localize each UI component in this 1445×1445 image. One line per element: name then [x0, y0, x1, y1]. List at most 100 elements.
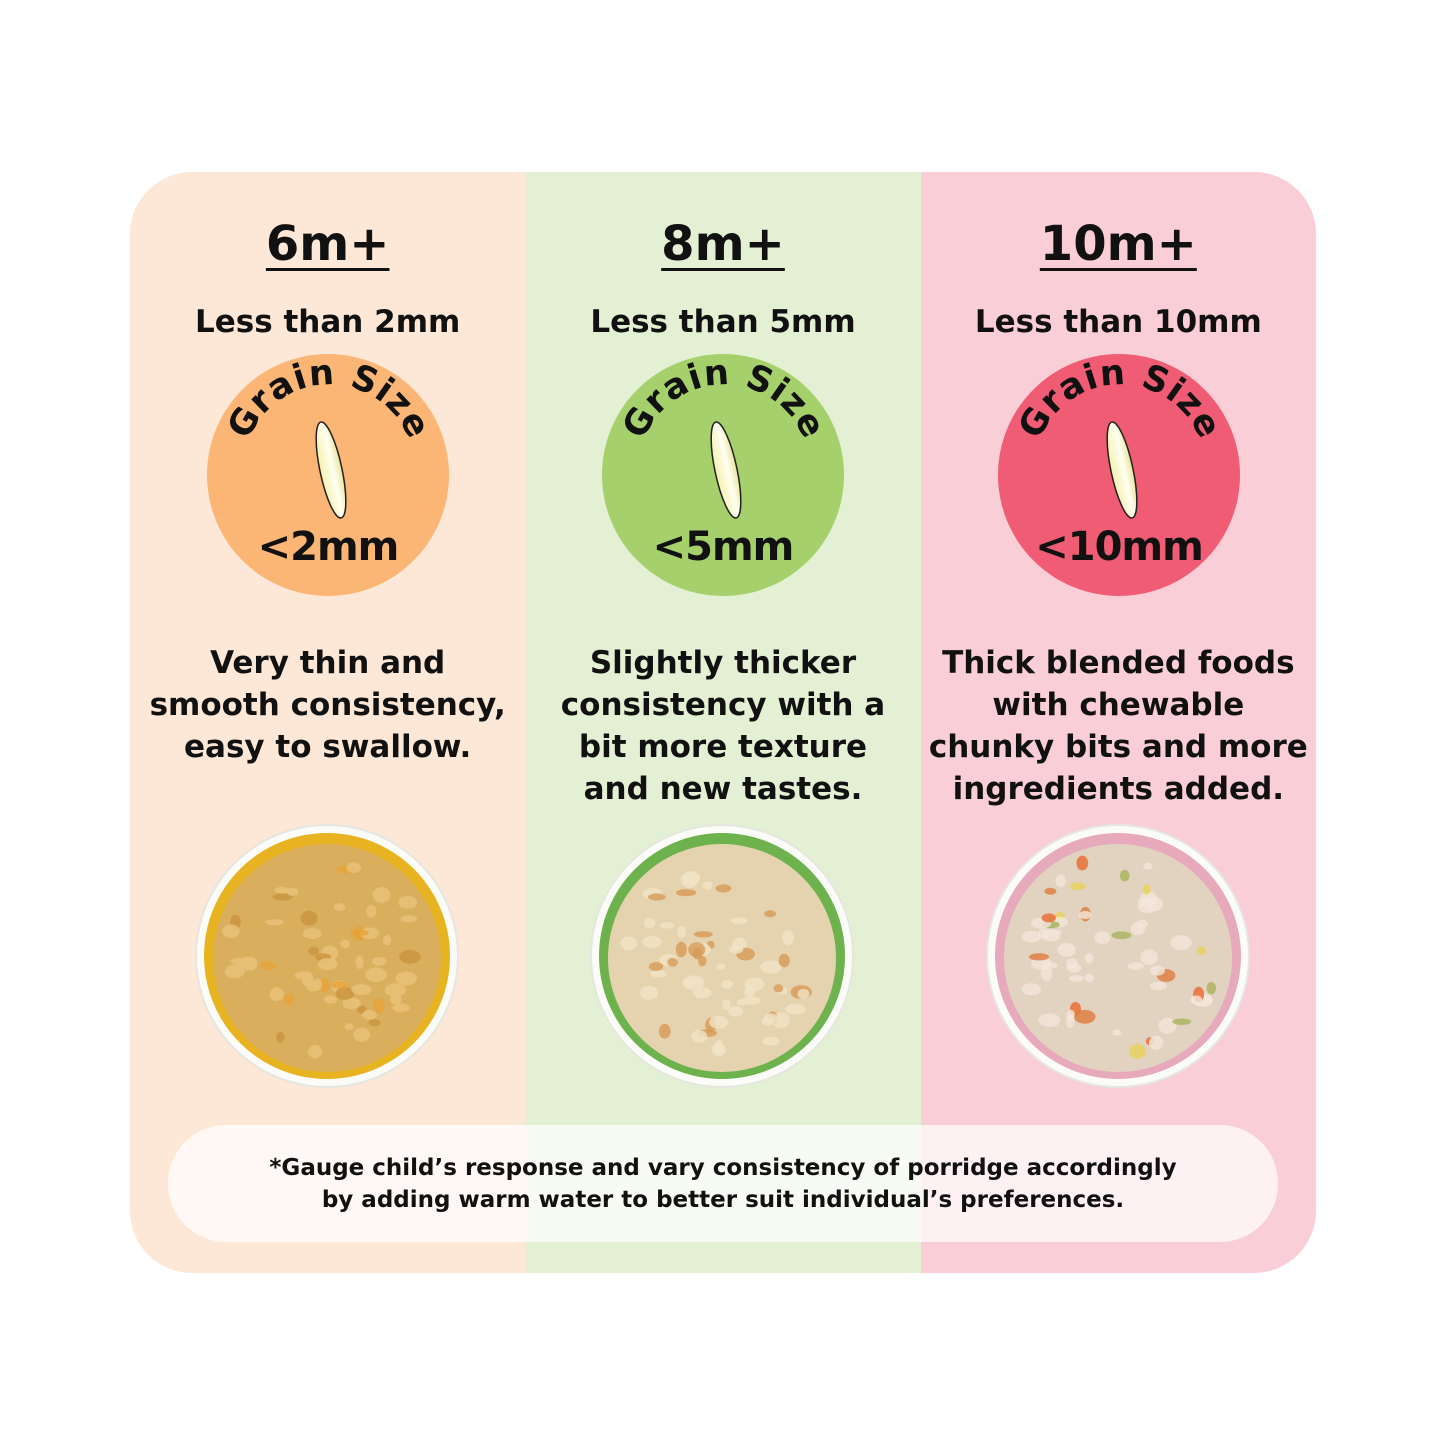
- badge-size-label: <2mm: [258, 524, 399, 570]
- food-texture-bit: [694, 931, 714, 938]
- stage-column-10m-plus: 10m+ Less than 10mm Grain Size <10mm Thi…: [920, 172, 1316, 1273]
- stage-description: Slightly thicker consistency with a bit mo…: [525, 642, 920, 810]
- food-texture-bit: [1148, 1035, 1164, 1050]
- food-texture-bit: [371, 957, 387, 966]
- food-texture-bit: [729, 944, 744, 954]
- food-texture-bit: [392, 1003, 410, 1012]
- description-line: with chewable: [992, 687, 1245, 723]
- food-texture-bit: [1196, 946, 1207, 955]
- food-texture-bit: [1137, 897, 1156, 907]
- grain-size-badge: Grain Size <5mm: [602, 354, 845, 596]
- food-texture-bit: [330, 981, 349, 989]
- food-texture-bit: [1041, 913, 1056, 923]
- food-texture-bit: [1142, 862, 1153, 870]
- food-texture-bit: [703, 881, 713, 890]
- food-texture-bit: [383, 934, 392, 946]
- food-texture-bit: [399, 949, 421, 964]
- food-texture-bit: [785, 1003, 807, 1015]
- food-texture-bit: [728, 1006, 744, 1017]
- food-texture-bit: [1068, 975, 1084, 982]
- food-texture-bit: [1158, 1017, 1177, 1034]
- food-texture-bit: [744, 984, 756, 998]
- food-texture-bit: [1127, 962, 1144, 970]
- footer-line: by adding warm water to better suit indi…: [321, 1186, 1125, 1213]
- food-texture-bit: [1206, 982, 1216, 995]
- food-texture-bit: [779, 953, 791, 968]
- stage-subtitle: Less than 5mm: [590, 304, 856, 340]
- food-texture-bit: [698, 955, 707, 967]
- pink-bowl-chunky-porridge: [985, 824, 1250, 1088]
- food-texture-bit: [715, 884, 732, 893]
- food-texture-bit: [760, 960, 783, 974]
- food-texture-bit: [762, 1036, 780, 1046]
- food-texture-bit: [224, 964, 245, 979]
- description-line: easy to swallow.: [184, 729, 472, 765]
- badge-size-label: <10mm: [1035, 524, 1203, 570]
- age-stage-card: 6m+ Less than 2mm Grain Size <2mm Very t…: [130, 172, 1316, 1273]
- food-texture-bit: [1149, 981, 1167, 991]
- food-texture-bit: [642, 936, 663, 949]
- food-texture-bit: [1130, 922, 1145, 936]
- food-texture-bit: [1069, 882, 1086, 891]
- food-texture-bit: [274, 886, 290, 894]
- food-texture-bit: [774, 984, 784, 993]
- food-texture-bit: [323, 995, 338, 1004]
- food-texture-bit: [284, 993, 294, 1006]
- food-texture-bit: [355, 955, 364, 969]
- food-texture-bit: [1169, 935, 1192, 950]
- rice-grain-icon: [1106, 421, 1138, 519]
- food-texture-bit: [300, 910, 318, 926]
- food-texture-bit: [1111, 1029, 1121, 1036]
- food-texture-bit: [659, 922, 675, 929]
- food-texture-bit: [764, 910, 777, 918]
- food-texture-bit: [346, 862, 362, 873]
- food-texture-bit: [365, 967, 387, 982]
- food-texture-bit: [722, 999, 731, 1010]
- food-texture-bit: [342, 997, 362, 1010]
- description-line: consistency with a: [560, 687, 886, 723]
- stage-column-8m-plus: 8m+ Less than 5mm Grain Size <5mm Slight…: [525, 172, 921, 1273]
- footer-note: *Gauge child’s response and vary consist…: [168, 1125, 1278, 1242]
- food-texture-bit: [649, 962, 664, 971]
- food-texture-bit: [306, 980, 319, 992]
- food-texture-bit: [261, 961, 276, 971]
- rice-grain-icon: [710, 421, 742, 519]
- food-texture-bit: [1065, 958, 1078, 969]
- food-texture-bit: [644, 917, 656, 929]
- green-bowl-porridge: [590, 824, 855, 1088]
- grain-size-badge: Grain Size <2mm: [207, 354, 449, 596]
- food-texture-bit: [1073, 1009, 1096, 1024]
- food-texture-bit: [1038, 1013, 1060, 1027]
- stage-title: 10m+: [1039, 216, 1197, 272]
- rice-grain-icon: [315, 421, 347, 519]
- food-texture-bit: [1171, 1018, 1191, 1025]
- food-texture-bit: [648, 893, 666, 901]
- food-texture-bit: [677, 925, 687, 938]
- food-texture-bit: [1037, 928, 1050, 939]
- food-texture-bit: [1078, 911, 1092, 919]
- food-texture-bit: [302, 928, 322, 939]
- food-texture-bit: [693, 987, 713, 999]
- food-texture-bit: [239, 956, 258, 971]
- food-texture-bit: [317, 958, 338, 971]
- food-texture-bit: [335, 987, 355, 1000]
- food-texture-bit: [620, 936, 638, 951]
- food-texture-bit: [650, 970, 668, 978]
- description-line: Very thin and: [210, 645, 446, 681]
- stage-subtitle: Less than 2mm: [195, 304, 461, 340]
- food-texture-bit: [667, 957, 679, 967]
- description-line: chunky bits and more: [928, 729, 1308, 765]
- food-texture-bit: [676, 889, 697, 897]
- food-texture-bit: [264, 919, 284, 926]
- bowl-food: [1003, 844, 1232, 1072]
- food-texture-bit: [389, 994, 402, 1005]
- food-texture-bit: [362, 1009, 377, 1020]
- food-texture-bit: [286, 887, 299, 896]
- food-texture-bit: [761, 1017, 776, 1026]
- food-texture-bit: [1065, 1014, 1074, 1028]
- food-texture-bit: [400, 915, 417, 923]
- food-texture-bit: [276, 1032, 285, 1043]
- food-texture-bit: [351, 984, 372, 995]
- food-texture-bit: [353, 1027, 371, 1042]
- food-texture-bit: [709, 1015, 729, 1029]
